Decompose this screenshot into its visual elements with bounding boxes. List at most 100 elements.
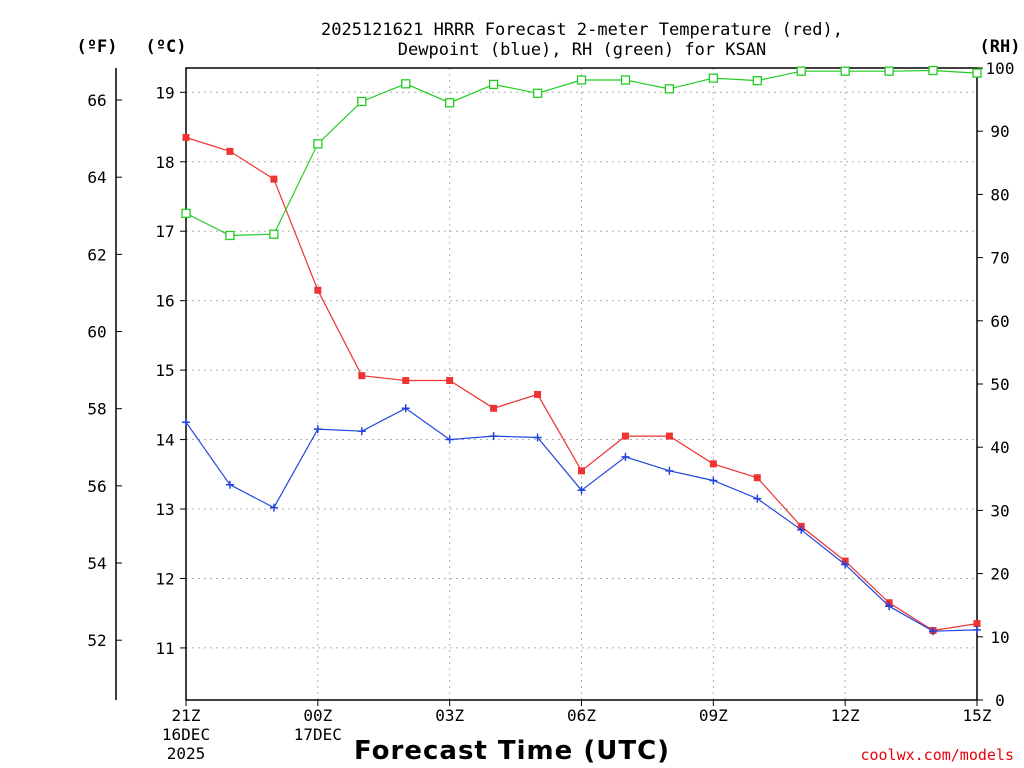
rh-point	[181, 208, 191, 219]
x-tick-label: 15Z	[963, 706, 992, 725]
celsius-unit-label: (ºC)	[146, 37, 187, 57]
dewpoint-point	[797, 525, 806, 534]
temperature-point	[226, 147, 234, 155]
temperature-point	[753, 474, 761, 482]
chart-title-line-1: 2025121621 HRRR Forecast 2-meter Tempera…	[321, 20, 843, 40]
temperature-point	[490, 404, 498, 412]
dewpoint-point	[973, 625, 981, 634]
rh-tick-label: 70	[990, 249, 1009, 268]
celsius-tick-label: 12	[155, 569, 174, 588]
celsius-tick-label: 19	[155, 83, 174, 102]
rh-point	[576, 75, 587, 85]
rh-point	[225, 230, 235, 241]
fahrenheit-unit-label: (ºF)	[77, 37, 118, 57]
celsius-tick-label: 11	[155, 639, 174, 658]
rh-point	[708, 73, 718, 83]
dewpoint-point	[445, 435, 454, 444]
dewpoint-point	[401, 404, 410, 413]
fahrenheit-tick-label: 54	[87, 554, 106, 573]
axes: 52 54 56 58 60 62 64 66 11 12 13 14 15 16 17 18 19 0 10 20 3…	[87, 59, 1014, 763]
fahrenheit-tick-label: 56	[87, 477, 106, 496]
rh-point	[620, 75, 631, 85]
rh-point	[884, 66, 894, 76]
dewpoint-point	[313, 425, 322, 434]
dewpoint-point	[841, 560, 850, 569]
rh-tick-label: 60	[990, 312, 1009, 331]
rh-point	[532, 88, 543, 98]
temperature-point	[578, 467, 585, 475]
fahrenheit-tick-label: 52	[87, 631, 106, 650]
celsius-tick-label: 14	[155, 431, 174, 450]
rh-point	[488, 79, 499, 90]
plot-frame	[185, 67, 978, 701]
rh-tick-label: 100	[986, 59, 1015, 78]
grid	[186, 68, 977, 700]
fahrenheit-tick-label: 62	[87, 245, 106, 264]
rh-point	[401, 79, 411, 89]
rh-tick-label: 20	[990, 565, 1009, 584]
rh-tick-label: 50	[990, 375, 1009, 394]
x-tick-label: 21Z	[172, 706, 201, 725]
celsius-tick-label: 18	[155, 153, 174, 172]
temperature-point	[973, 620, 981, 628]
rh-point	[357, 96, 367, 107]
fahrenheit-tick-label: 60	[87, 323, 106, 342]
dewpoint-point	[269, 503, 278, 512]
rh-point	[664, 84, 675, 94]
rh-point	[269, 229, 279, 239]
x-tick-date-label: 17DEC	[294, 725, 342, 744]
temperature-point	[709, 460, 717, 468]
dewpoint-point	[225, 480, 234, 489]
dewpoint-point	[621, 452, 630, 461]
x-axis-label: Forecast Time (UTC)	[354, 736, 670, 766]
series-layer	[181, 65, 982, 636]
celsius-tick-label: 16	[155, 292, 174, 311]
celsius-tick-label: 15	[155, 361, 174, 380]
temperature-line	[185, 136, 978, 632]
temperature-point	[446, 377, 454, 385]
chart-title-line-2: Dewpoint (blue), RH (green) for KSAN	[398, 40, 766, 60]
rh-tick-label: 90	[990, 122, 1009, 141]
rh-tick-label: 10	[990, 628, 1009, 647]
dewpoint-point	[753, 494, 762, 503]
dewpoint-point	[182, 418, 190, 427]
temperature-point	[358, 372, 366, 380]
dewpoint-point	[885, 602, 894, 611]
rh-tick-label: 40	[990, 438, 1009, 457]
rh-unit-label: (RH)	[980, 37, 1021, 57]
x-tick-label: 09Z	[699, 706, 728, 725]
credit-text: coolwx.com/models	[860, 746, 1014, 764]
rh-point	[840, 66, 850, 76]
rh-tick-label: 30	[990, 501, 1009, 520]
dewpoint-point	[533, 433, 542, 442]
dewpoint-point	[709, 476, 718, 485]
fahrenheit-tick-label: 66	[87, 91, 106, 110]
rh-tick-label: 80	[990, 185, 1009, 204]
temperature-point	[534, 390, 542, 398]
dewpoint-point	[357, 427, 366, 436]
rh-point	[796, 66, 806, 76]
rh-tick-label: 0	[995, 691, 1005, 710]
rh-point	[313, 139, 323, 149]
dewpoint-point	[577, 486, 586, 495]
celsius-tick-label: 17	[155, 222, 174, 241]
temperature-point	[621, 432, 629, 440]
temperature-point	[182, 133, 190, 141]
x-tick-label: 00Z	[303, 706, 332, 725]
rh-point	[752, 75, 762, 86]
x-tick-date-label: 16DEC	[162, 725, 210, 744]
fahrenheit-tick-label: 58	[87, 400, 106, 419]
x-tick-label: 12Z	[831, 706, 860, 725]
temperature-point	[270, 175, 278, 183]
temperature-point	[402, 377, 410, 385]
dewpoint-point	[489, 432, 498, 441]
dewpoint-point	[665, 466, 674, 475]
rh-point	[445, 98, 455, 108]
fahrenheit-tick-label: 64	[87, 168, 106, 187]
celsius-tick-label: 13	[155, 500, 174, 519]
rh-point	[972, 68, 982, 78]
x-tick-year-label: 2025	[167, 744, 206, 763]
x-tick-label: 03Z	[435, 706, 464, 725]
dewpoint-point	[929, 627, 938, 636]
